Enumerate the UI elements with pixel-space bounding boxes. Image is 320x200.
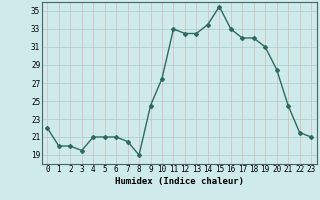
X-axis label: Humidex (Indice chaleur): Humidex (Indice chaleur)	[115, 177, 244, 186]
